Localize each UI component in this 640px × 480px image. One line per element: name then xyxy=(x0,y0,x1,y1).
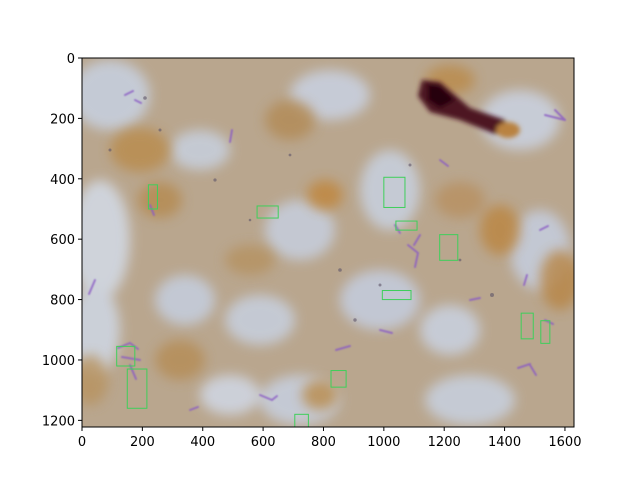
y-tick-label: 0 xyxy=(67,52,75,67)
detection-box xyxy=(256,205,279,219)
x-tick-label: 600 xyxy=(251,435,276,450)
y-tick-label: 1000 xyxy=(42,354,75,369)
detection-box xyxy=(116,345,136,367)
x-tick-label: 1000 xyxy=(367,435,400,450)
x-tick-label: 0 xyxy=(78,435,86,450)
small-dark-particles xyxy=(108,96,494,322)
y-tick-label: 200 xyxy=(50,112,75,127)
x-axis: 0 200 400 600 800 1000 1200 1400 1600 xyxy=(78,427,581,450)
y-tick-label: 600 xyxy=(50,233,75,248)
x-tick-label: 800 xyxy=(311,435,336,450)
detection-box xyxy=(395,220,418,231)
y-tick-label: 400 xyxy=(50,173,75,188)
x-tick-label: 1600 xyxy=(548,435,581,450)
brown-patches xyxy=(82,65,574,410)
x-tick-label: 1200 xyxy=(428,435,461,450)
detection-box xyxy=(520,312,534,340)
detection-box xyxy=(439,234,459,261)
y-axis: 0 200 400 600 800 1000 1200 xyxy=(42,52,82,429)
y-tick-label: 800 xyxy=(50,294,75,309)
microscopy-image xyxy=(82,58,574,427)
detection-box xyxy=(330,370,347,388)
detection-box xyxy=(381,290,412,301)
axes-frame xyxy=(81,57,575,428)
x-tick-label: 200 xyxy=(130,435,155,450)
x-tick-label: 1400 xyxy=(488,435,521,450)
detection-box xyxy=(126,368,148,409)
detection-boxes xyxy=(116,176,551,427)
detection-box xyxy=(147,184,158,210)
y-tick-label: 1200 xyxy=(42,414,75,429)
x-tick-label: 400 xyxy=(190,435,215,450)
detection-box xyxy=(540,320,551,344)
detection-box xyxy=(383,176,406,208)
dark-debris xyxy=(418,80,520,138)
